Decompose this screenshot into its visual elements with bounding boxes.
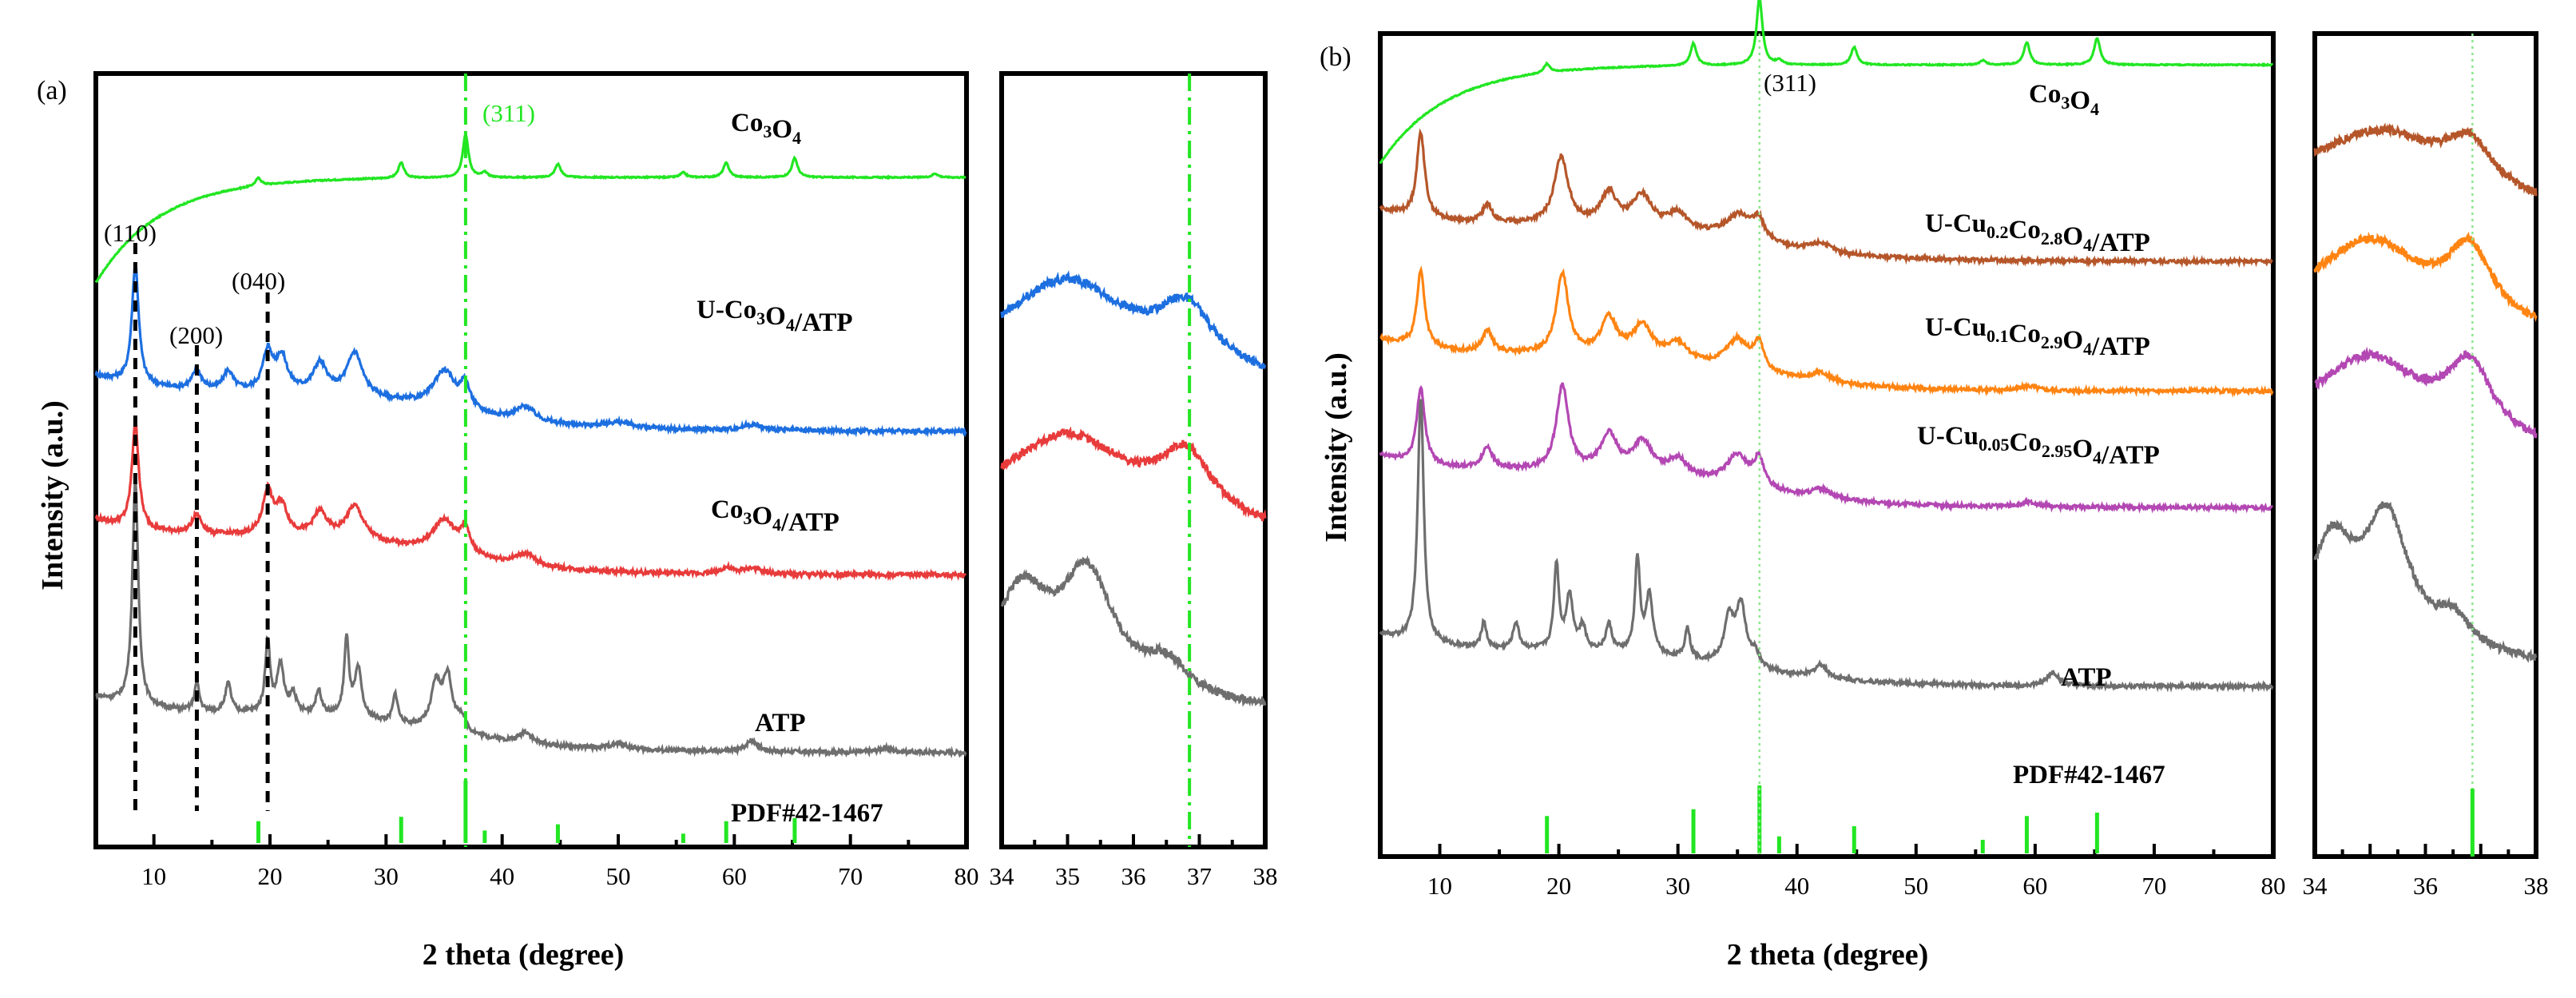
panel-b-main-frame (1378, 31, 2276, 859)
series-line (1379, 0, 2274, 165)
panel-b-ticks: 10 20 30 40 50 60 70 80 (1379, 844, 2286, 900)
panel-b-y-axis-title: Intensity (a.u.) (1320, 352, 1353, 543)
panel-b-label-pdf: PDF#42-1467 (2013, 761, 2165, 789)
panel-a-label-co3o4-atp: Co3O4/ATP (711, 495, 839, 537)
series-line (1379, 265, 2274, 398)
inset-series-line (2314, 346, 2538, 439)
inset-x-tick-label: 38 (1253, 862, 1278, 890)
panel-a-miller-110: (110) (104, 219, 157, 247)
x-tick-label: 10 (1427, 872, 1452, 900)
x-tick-label: 20 (1546, 872, 1571, 900)
x-tick-label: 30 (1665, 872, 1690, 900)
panel-a-label-pdf: PDF#42-1467 (731, 799, 883, 828)
panel-a-miller-040: (040) (232, 267, 285, 295)
x-tick-label: 30 (374, 862, 399, 890)
x-tick-label: 50 (1903, 872, 1928, 900)
inset-x-tick-label: 37 (1187, 862, 1212, 890)
inset-series-line (1000, 555, 1267, 707)
panel-b-label-atp: ATP (2061, 663, 2112, 692)
panel-b-series (1379, 0, 2274, 694)
series-line (94, 263, 967, 438)
inset-series-line (2313, 501, 2538, 663)
panel-a-guide-lines (133, 74, 467, 847)
x-tick-label: 20 (258, 862, 283, 890)
panel-b-x-axis-title: 2 theta (degree) (1727, 938, 1929, 972)
x-tick-label: 60 (2022, 872, 2047, 900)
panel-a-tag: (a) (37, 76, 67, 105)
inset-x-tick-label: 35 (1055, 862, 1080, 890)
x-tick-label: 80 (2261, 872, 2286, 900)
x-tick-label: 70 (838, 862, 863, 890)
panel-b-inset-series (2313, 122, 2538, 663)
x-tick-label: 70 (2141, 872, 2166, 900)
panel-b-label-u-cu005: U-Cu0.05Co2.95O4/ATP (1917, 422, 2160, 470)
series-line (94, 420, 967, 582)
panel-b-inset-frame (2312, 31, 2538, 859)
panel-a-inset-series (1000, 270, 1267, 707)
panel-b-inset: 34 36 38 (2303, 31, 2549, 900)
inset-x-tick-label: 38 (2524, 872, 2549, 900)
series-line (95, 480, 967, 758)
panel-a-inset: 34 35 36 37 38 (990, 71, 1278, 890)
panel-a-main-frame (93, 71, 969, 849)
panel-b: 10 20 30 40 50 60 70 80 (b) (311) Co3O4 U-Cu0.2… (1320, 0, 2286, 900)
panel-a-label-u-co3o4-atp: U-Co3O4/ATP (697, 296, 853, 337)
panel-b-label-co3o4: Co3O4 (2029, 80, 2099, 119)
panel-a: 10 20 30 40 50 60 70 80 (a) (110) (200) (040) (… (36, 71, 979, 890)
x-tick-label: 40 (1784, 872, 1809, 900)
inset-series-line (2313, 122, 2538, 197)
series-line (94, 130, 966, 284)
x-tick-label: 40 (490, 862, 514, 890)
panel-b-tag: (b) (1320, 42, 1352, 72)
panel-a-label-atp: ATP (755, 709, 806, 738)
panel-a-x-axis-title: 2 theta (degree) (423, 938, 625, 972)
x-tick-label: 60 (722, 862, 747, 890)
panel-a-label-co3o4: Co3O4 (731, 109, 801, 148)
panel-b-miller-311: (311) (1764, 69, 1816, 97)
inset-series-line (1000, 270, 1267, 370)
x-tick-label: 50 (606, 862, 631, 890)
x-tick-label: 10 (141, 862, 166, 890)
panel-a-reference-sticks (256, 781, 797, 843)
inset-x-tick-label: 36 (1121, 862, 1146, 890)
panel-b-reference-sticks (1545, 785, 2099, 853)
panel-a-ticks: 10 20 30 40 50 60 70 80 (94, 834, 979, 890)
panel-a-miller-311: (311) (482, 99, 535, 127)
series-line (1379, 399, 2274, 694)
panel-a-series (94, 130, 967, 758)
x-tick-label: 80 (955, 862, 979, 890)
series-line (1379, 382, 2274, 515)
inset-x-tick-label: 36 (2413, 872, 2438, 900)
panel-b-inset-ticks: 34 36 38 (2303, 844, 2549, 900)
inset-x-tick-label: 34 (2303, 872, 2328, 900)
panel-a-miller-200: (200) (169, 321, 223, 349)
inset-series-line (1000, 426, 1267, 522)
panel-b-label-u-cu02: U-Cu0.2Co2.8O4/ATP (1925, 209, 2150, 257)
series-line (1379, 128, 2273, 268)
inset-series-line (2313, 231, 2538, 322)
panel-a-inset-ticks: 34 35 36 37 38 (990, 834, 1278, 890)
inset-x-tick-label: 34 (990, 862, 1015, 890)
panel-a-y-axis-title: Intensity (a.u.) (36, 400, 69, 590)
panel-b-label-u-cu01: U-Cu0.1Co2.9O4/ATP (1925, 313, 2150, 361)
